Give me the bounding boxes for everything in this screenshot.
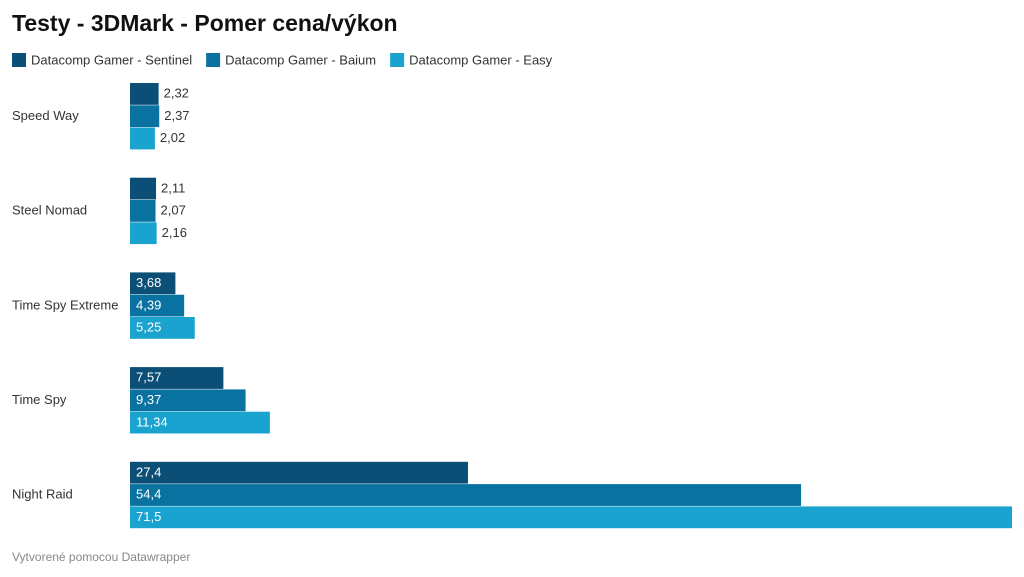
value-label: 27,4: [136, 464, 161, 479]
legend-swatch: [390, 53, 405, 67]
bar: [130, 317, 195, 339]
value-label: 2,37: [164, 108, 189, 123]
legend-label: Datacomp Gamer - Baium: [225, 52, 376, 67]
category-label: Speed Way: [12, 108, 79, 123]
value-label: 5,25: [136, 320, 161, 335]
value-label: 71,5: [136, 509, 161, 524]
bar: [130, 389, 246, 412]
value-label: 9,37: [136, 392, 161, 407]
category-label: Time Spy: [12, 392, 67, 407]
value-label: 3,68: [136, 275, 161, 290]
category-label: Steel Nomad: [12, 203, 87, 218]
bar: [130, 127, 155, 150]
value-label: 2,16: [162, 225, 187, 240]
legend-label: Datacomp Gamer - Easy: [409, 52, 553, 67]
chart-title: Testy - 3DMark - Pomer cena/výkon: [12, 10, 398, 36]
legend-swatch: [206, 53, 221, 67]
value-label: 2,11: [161, 180, 185, 195]
bar: [130, 367, 224, 389]
bar: [130, 506, 1012, 529]
bar: [130, 294, 185, 317]
category-label: Night Raid: [12, 487, 73, 502]
value-label: 4,39: [136, 297, 161, 312]
bar: [130, 177, 157, 200]
value-label: 11,34: [136, 414, 168, 429]
category-label: Time Spy Extreme: [12, 297, 118, 312]
bar: [130, 200, 156, 222]
value-label: 2,32: [164, 86, 189, 101]
value-label: 2,07: [161, 203, 186, 218]
legend-label: Datacomp Gamer - Sentinel: [31, 52, 192, 67]
bar: [130, 105, 160, 128]
value-label: 54,4: [136, 487, 161, 502]
credit: Vytvorené pomocou Datawrapper: [12, 550, 190, 564]
legend-swatch: [12, 53, 26, 67]
value-label: 2,02: [160, 130, 185, 145]
bar: [130, 484, 802, 506]
bar: [130, 222, 157, 245]
bar: [130, 461, 468, 484]
bar: [130, 411, 270, 434]
value-label: 7,57: [136, 370, 161, 385]
bar: [130, 272, 176, 295]
bar: [130, 83, 159, 105]
